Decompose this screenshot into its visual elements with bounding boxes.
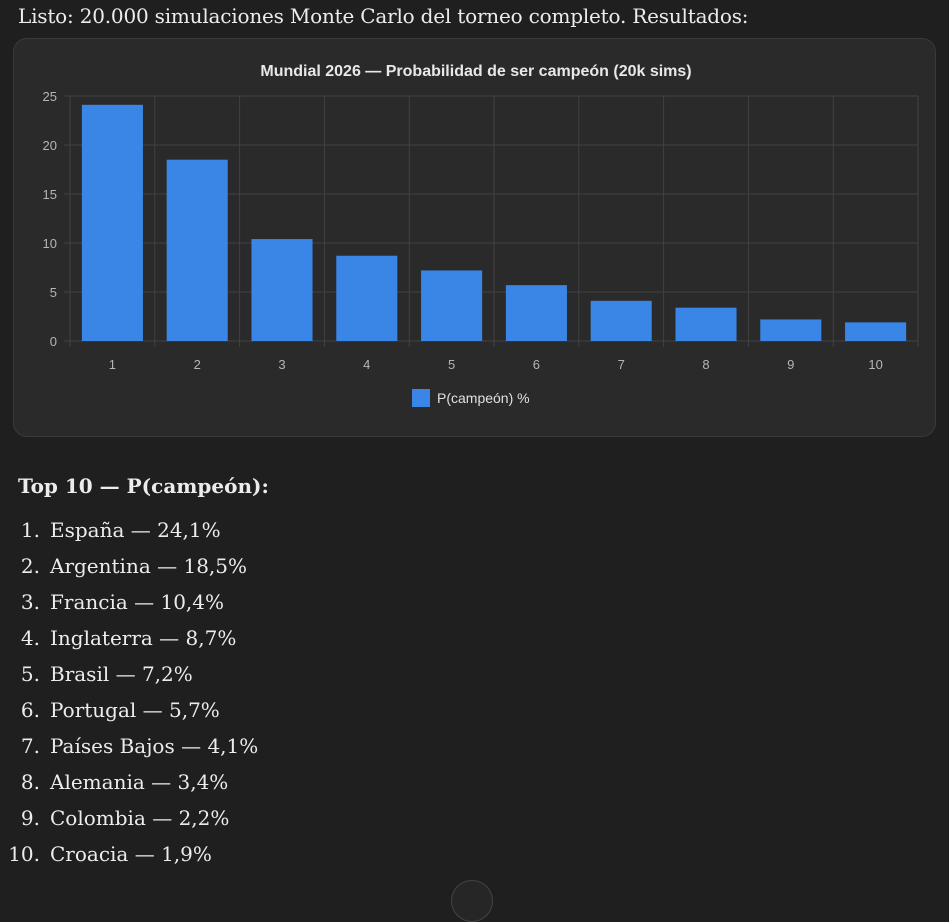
x-tick-label: 6 — [533, 357, 540, 372]
bar-chart: Mundial 2026 — Probabilidad de ser campe… — [43, 63, 919, 407]
x-tick-label: 9 — [787, 357, 794, 372]
ranking-item: 5. Brasil — 7,2% — [0, 660, 258, 696]
bar[interactable] — [336, 255, 398, 341]
intro-text: Listo: 20.000 simulaciones Monte Carlo d… — [18, 4, 749, 28]
scroll-down-button[interactable] — [451, 880, 493, 922]
ranking-item-text: Alemania — 3,4% — [50, 770, 229, 794]
y-axis: 0 5 10 15 20 25 — [43, 89, 57, 349]
y-tick-label: 15 — [43, 187, 57, 202]
y-tick-label: 5 — [50, 285, 57, 300]
x-tick-label: 8 — [702, 357, 709, 372]
ranking-item-text: Brasil — 7,2% — [50, 662, 193, 686]
x-tick-label: 5 — [448, 357, 455, 372]
bar[interactable] — [760, 319, 822, 341]
bar[interactable] — [166, 159, 228, 341]
chart-bars — [81, 104, 907, 341]
x-tick-label: 4 — [363, 357, 370, 372]
x-tick-label: 10 — [868, 357, 882, 372]
ranking-item-text: Inglaterra — 8,7% — [50, 626, 237, 650]
bar[interactable] — [421, 270, 483, 341]
ranking-item: 6. Portugal — 5,7% — [0, 696, 258, 732]
ranking-item: 2. Argentina — 18,5% — [0, 552, 258, 588]
bar[interactable] — [505, 285, 567, 341]
ranking-item-text: Francia — 10,4% — [50, 590, 225, 614]
ranking-item: 8. Alemania — 3,4% — [0, 768, 258, 804]
chart-card: Mundial 2026 — Probabilidad de ser campe… — [13, 38, 936, 437]
ranking-item: 10. Croacia — 1,9% — [0, 840, 258, 876]
ranking-item-number: 9. — [20, 806, 40, 830]
ranking-item: 9. Colombia — 2,2% — [0, 804, 258, 840]
y-tick-label: 0 — [50, 334, 57, 349]
ranking-item: 4. Inglaterra — 8,7% — [0, 624, 258, 660]
legend-label: P(campeón) % — [437, 390, 530, 406]
x-axis: 1 2 3 4 5 6 7 8 9 10 — [109, 357, 883, 372]
ranking-item-number: 6. — [20, 698, 40, 722]
y-tick-label: 25 — [43, 89, 57, 104]
ranking-item-number: 7. — [20, 734, 40, 758]
ranking-item-number: 10. — [8, 842, 40, 866]
ranking-item-text: Colombia — 2,2% — [50, 806, 230, 830]
ranking-item-number: 2. — [20, 554, 40, 578]
ranking-item-number: 4. — [20, 626, 40, 650]
ranking-item-text: Portugal — 5,7% — [50, 698, 220, 722]
bar[interactable] — [590, 300, 652, 341]
x-tick-label: 3 — [278, 357, 285, 372]
bar[interactable] — [251, 239, 313, 341]
x-tick-label: 2 — [194, 357, 201, 372]
bar[interactable] — [81, 104, 143, 341]
ranking-item: 7. Países Bajos — 4,1% — [0, 732, 258, 768]
ranking-item: 1. España — 24,1% — [0, 516, 258, 552]
ranking-heading: Top 10 — P(campeón): — [18, 474, 269, 498]
ranking-item-number: 8. — [20, 770, 40, 794]
x-tick-label: 7 — [618, 357, 625, 372]
ranking-item-text: España — 24,1% — [50, 518, 221, 542]
chart-title: Mundial 2026 — Probabilidad de ser campe… — [260, 63, 691, 80]
bar[interactable] — [675, 307, 737, 341]
ranking-item-text: Croacia — 1,9% — [50, 842, 212, 866]
y-tick-label: 20 — [43, 138, 57, 153]
ranking-item-number: 3. — [20, 590, 40, 614]
chart-legend[interactable]: P(campeón) % — [412, 389, 530, 407]
x-tick-label: 1 — [109, 357, 116, 372]
legend-swatch — [412, 389, 430, 407]
bar[interactable] — [845, 322, 907, 341]
y-tick-label: 10 — [43, 236, 57, 251]
ranking-item: 3. Francia — 10,4% — [0, 588, 258, 624]
ranking-item-text: Países Bajos — 4,1% — [50, 734, 259, 758]
ranking-item-text: Argentina — 18,5% — [50, 554, 248, 578]
ranking-list: 1. España — 24,1% 2. Argentina — 18,5% 3. Fra… — [0, 516, 258, 876]
ranking-item-number: 1. — [20, 518, 40, 542]
ranking-item-number: 5. — [20, 662, 40, 686]
